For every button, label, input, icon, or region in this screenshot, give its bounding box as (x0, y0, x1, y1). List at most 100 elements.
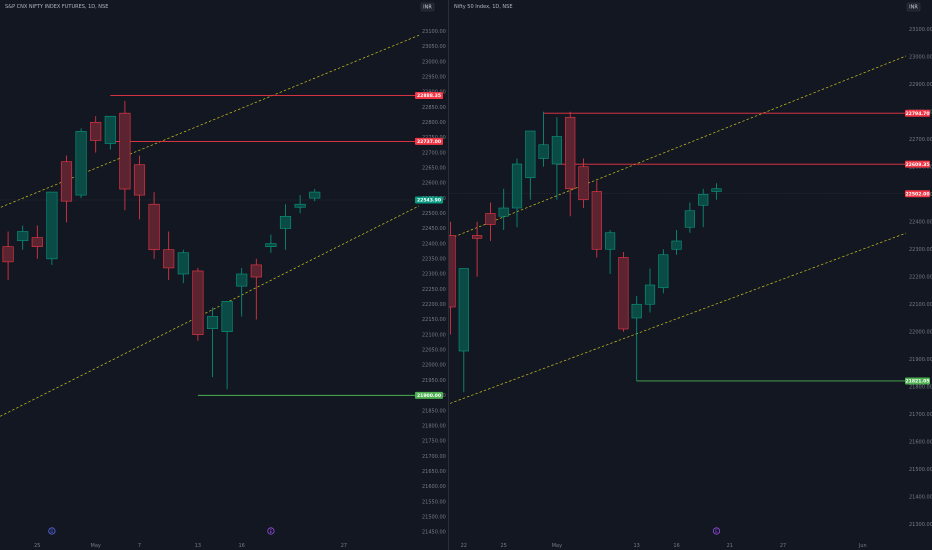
currency-badge[interactable]: INR (420, 2, 435, 12)
price-level-tag-bg (415, 91, 443, 99)
price-level-tag-label: 21821.05 (905, 379, 929, 385)
price-tick-label: 21800.00 (422, 423, 446, 429)
candle-body (618, 257, 629, 330)
candle (17, 225, 29, 250)
date-tick-label: 13 (634, 543, 640, 549)
price-tick-label: 22400.00 (909, 219, 932, 225)
candle (133, 155, 146, 220)
date-tick-label: 25 (34, 543, 40, 549)
candle-body (148, 203, 160, 251)
price-tick-label: 21650.00 (422, 469, 446, 475)
price-tick-label: 22000.00 (909, 329, 932, 335)
price-level-tag-label: 22794.70 (905, 111, 929, 117)
event-badge-ring (712, 527, 721, 535)
price-tick-label: 23100.00 (909, 27, 932, 33)
price-tick-label: 21700.00 (422, 454, 446, 460)
candle (104, 115, 116, 150)
price-level-tag-bg (905, 160, 930, 168)
candle (565, 111, 576, 217)
event-badge[interactable]: D (48, 527, 56, 535)
event-badge-label: D (50, 529, 53, 534)
event-badge[interactable]: E (267, 527, 275, 535)
chart-panel-right[interactable]: Nifty 50 Index, 1D, NSE INR 23100.00 2300… (429, 2, 932, 549)
date-tick-label: 22 (461, 543, 467, 549)
price-tick-label: 21400.00 (909, 494, 932, 500)
candle (119, 101, 131, 211)
price-tick-label: 21300.00 (909, 522, 932, 528)
time-axis[interactable]: 22 25 May 13 16 21 27 Jun (461, 543, 867, 549)
price-tick-label: 22450.00 (422, 226, 446, 232)
price-level-tag[interactable]: 22737.00 (415, 137, 443, 145)
candle-body (644, 284, 656, 305)
candle (472, 221, 483, 277)
event-badge-label: E (270, 529, 273, 534)
price-tick-label: 22800.00 (422, 120, 446, 126)
candle-body (250, 264, 262, 278)
current-price-tag[interactable]: 22502.00 (905, 190, 930, 197)
price-tick-label: 21600.00 (422, 484, 446, 490)
price-level-tag[interactable]: 22794.70 (905, 109, 930, 117)
candle-body (294, 203, 306, 208)
event-badge-label: E (715, 529, 718, 534)
price-level-tag-bg (905, 109, 930, 117)
candle-body (525, 130, 536, 179)
candle (631, 296, 642, 382)
candle-body (75, 131, 87, 196)
candle (31, 225, 43, 259)
candle (236, 267, 248, 317)
date-tick-label: 16 (673, 543, 679, 549)
chart-panel-left[interactable]: S&P CNX NIFTY INDEX FUTURES, 1D, NSE INR… (0, 2, 459, 549)
price-tick-label: 22200.00 (909, 274, 932, 280)
price-level-tag-label: 22737.00 (417, 139, 441, 145)
candle (618, 252, 629, 332)
channel-upper-line[interactable] (429, 40, 932, 247)
current-price-tag[interactable]: 22543.90 (415, 196, 443, 204)
price-level-tag[interactable]: 21821.05 (905, 377, 930, 385)
price-level-tag[interactable]: 22888.35 (415, 91, 443, 99)
candle-body (192, 270, 204, 335)
channel-lower-line[interactable] (0, 186, 459, 427)
candle-body (485, 213, 496, 225)
price-level-tag[interactable]: 21900.00 (415, 391, 443, 399)
candle-body (458, 268, 469, 352)
event-badge[interactable]: E (712, 527, 721, 535)
date-tick-label: May (552, 543, 562, 549)
price-tick-label: 22000.00 (422, 363, 446, 369)
channel-lower-line[interactable] (429, 218, 932, 411)
symbol-title: Nifty 50 Index, 1D, NSE (454, 4, 513, 10)
candle (498, 188, 509, 230)
time-axis[interactable]: 2225May7131627 (0, 543, 347, 549)
price-axis[interactable]: 23100.0023000.0022900.0022800.0022700.00… (905, 27, 932, 528)
candle (698, 188, 709, 228)
price-level-tag[interactable]: 22609.35 (905, 160, 930, 168)
price-level-tag-bg (905, 377, 930, 385)
price-tick-label: 22300.00 (422, 272, 446, 278)
candle (309, 189, 321, 202)
price-tick-label: 22950.00 (422, 74, 446, 80)
candle-body (133, 164, 146, 196)
candle-body (449, 235, 456, 308)
channel-upper-line[interactable] (0, 19, 459, 216)
price-tick-label: 22300.00 (909, 247, 932, 253)
currency-label: INR (909, 5, 918, 11)
candle-body (2, 246, 14, 263)
candle (279, 204, 292, 250)
candle-body (511, 163, 523, 209)
price-tick-label: 22700.00 (422, 150, 446, 156)
candle-body (119, 112, 131, 190)
current-price-tag-bg (415, 196, 443, 204)
candle-body (177, 252, 189, 275)
candle (605, 230, 616, 274)
candle (449, 221, 456, 335)
price-axis[interactable]: 23100.0023050.0023000.0022950.0022900.00… (415, 29, 446, 536)
price-tick-label: 22200.00 (422, 302, 446, 308)
price-tick-label: 23000.00 (909, 54, 932, 60)
candle-body (671, 240, 682, 250)
price-tick-label: 21500.00 (422, 514, 446, 520)
candle (90, 116, 102, 153)
currency-badge[interactable]: INR (906, 2, 921, 12)
price-tick-label: 22100.00 (909, 302, 932, 308)
candle (525, 130, 536, 200)
date-tick-label: 7 (138, 543, 141, 549)
